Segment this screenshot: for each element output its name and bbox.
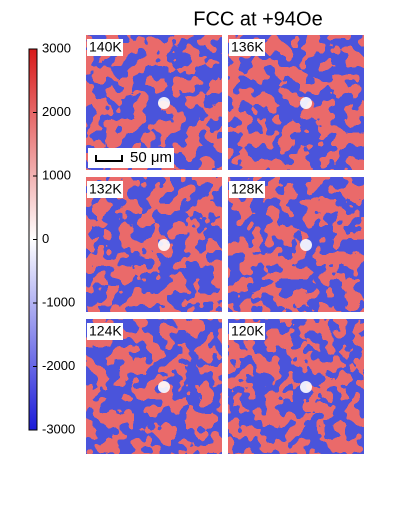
panel-domains <box>228 35 364 170</box>
panel-label: 136K <box>231 39 264 55</box>
colorbar-tick-label: 2000 <box>42 104 71 119</box>
panel-defect <box>158 381 170 393</box>
panel-label: 140K <box>89 39 122 55</box>
colorbar-tick-label: -3000 <box>42 421 75 436</box>
colorbar-tick-label: 1000 <box>42 167 71 182</box>
panel-defect <box>158 239 170 251</box>
panel-domains <box>86 177 222 312</box>
panel-label-box <box>87 323 123 340</box>
panel-domains <box>86 319 222 454</box>
colorbar-tick-label: 3000 <box>42 40 71 55</box>
panel-label-box <box>229 323 265 340</box>
panel-label: 132K <box>89 181 122 197</box>
colorbar-tick-label: -2000 <box>42 358 75 373</box>
panel-domains <box>228 177 364 312</box>
panel-label-box <box>87 181 123 198</box>
panel-defect <box>300 97 312 109</box>
colorbar-tick-label: -1000 <box>42 294 75 309</box>
panel-domains <box>228 319 364 454</box>
panel-label-box <box>229 39 265 56</box>
scale-bar-box <box>88 148 174 168</box>
panel-defect <box>300 381 312 393</box>
scale-bar <box>95 155 123 162</box>
panel-label-box <box>87 39 123 56</box>
panel-defect <box>300 239 312 251</box>
colorbar-tick-label: 0 <box>42 231 49 246</box>
panel-label-box <box>229 181 265 198</box>
panel-label: 120K <box>231 323 264 339</box>
panel-label: 128K <box>231 181 264 197</box>
panel-defect <box>158 97 170 109</box>
scale-bar-label: 50 μm <box>130 149 172 166</box>
panel-domains <box>86 35 222 170</box>
panel-label: 124K <box>89 323 122 339</box>
title: FCC at +94Oe <box>193 8 323 30</box>
